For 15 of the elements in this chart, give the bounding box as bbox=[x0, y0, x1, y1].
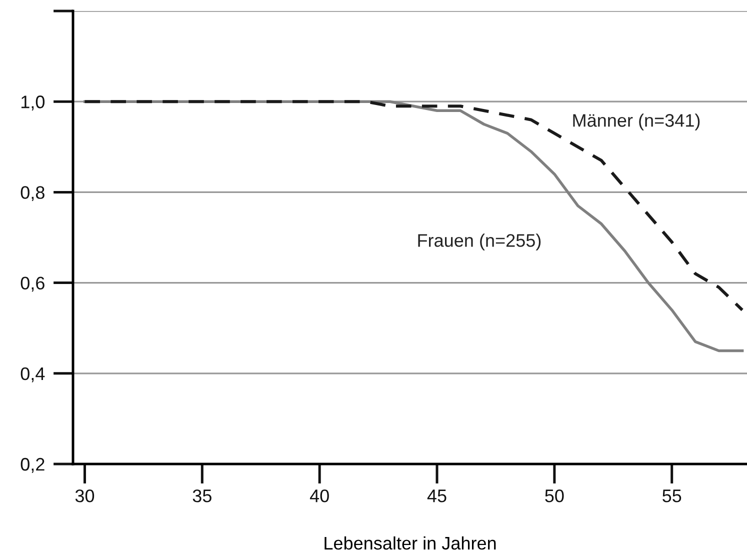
x-tick-label: 40 bbox=[310, 489, 329, 502]
y-tick-label: 0,8 bbox=[20, 186, 44, 202]
y-tick-label: 1,0 bbox=[22, 96, 45, 110]
y-tick-label: 0,6 bbox=[20, 276, 44, 292]
y-tick-label: 0,4 bbox=[20, 367, 45, 382]
line-series bbox=[83, 100, 744, 312]
text: Frauen (n=255) bbox=[418, 234, 541, 250]
x-tick-label: 55 bbox=[662, 490, 682, 502]
x-tick-label: 35 bbox=[192, 489, 212, 502]
series-label: Männer (n=341) bbox=[573, 114, 700, 130]
x-tick-label: 45 bbox=[427, 490, 446, 502]
x-tick-label: 50 bbox=[545, 489, 564, 502]
x-axis-title: Lebensalter in Jahren bbox=[324, 536, 496, 550]
y-tick-label: 0,2 bbox=[20, 458, 44, 473]
x-tick-label: 30 bbox=[75, 489, 94, 502]
